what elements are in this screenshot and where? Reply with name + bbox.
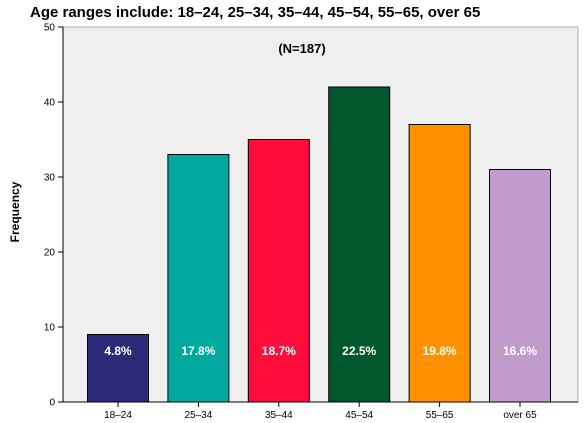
bar-data-label: 19.8% [423, 344, 457, 358]
y-tick-label: 20 [44, 248, 56, 259]
x-tick-label: 45–54 [345, 410, 373, 421]
bar-5 [408, 124, 471, 403]
y-axis: 0 10 20 30 40 50 [44, 23, 64, 409]
y-tick-label: 10 [44, 323, 56, 334]
bar-data-label: 4.8% [104, 344, 132, 358]
bar-3 [247, 139, 310, 403]
bar-4 [328, 86, 391, 403]
bar-data-label: 22.5% [342, 344, 376, 358]
y-axis-label: Frequency [8, 181, 22, 242]
bar-2 [167, 154, 230, 403]
bar-data-label: 18.7% [262, 344, 296, 358]
bar-6 [489, 169, 551, 403]
bar-1 [87, 334, 149, 403]
x-tick-label: 18–24 [104, 410, 132, 421]
x-tick-label: 35–44 [265, 410, 293, 421]
y-tick-label: 0 [49, 398, 55, 409]
y-tick-label: 30 [44, 173, 56, 184]
chart-title: Age ranges include: 18–24, 25–34, 35–44,… [30, 4, 480, 21]
x-axis: 18–24 25–34 35–44 45–54 55–65 over 65 [63, 401, 578, 421]
y-tick-label: 40 [44, 98, 56, 109]
sample-size-annotation: (N=187) [278, 41, 325, 56]
bars: 4.8% 17.8% 18.7% 22.5% 19.8% 16.6% [87, 86, 551, 403]
x-tick-label: 25–34 [184, 410, 212, 421]
bar-data-label: 16.6% [503, 344, 537, 358]
bar-data-label: 17.8% [181, 344, 215, 358]
y-tick-label: 50 [44, 23, 56, 34]
x-tick-label: over 65 [503, 410, 537, 421]
x-tick-label: 55–65 [426, 410, 454, 421]
